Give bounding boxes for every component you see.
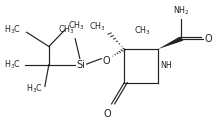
Text: Si: Si bbox=[77, 60, 86, 70]
Text: H$_3$C: H$_3$C bbox=[4, 23, 22, 36]
Text: H$_3$C: H$_3$C bbox=[26, 83, 43, 95]
Text: O: O bbox=[104, 109, 111, 119]
Polygon shape bbox=[158, 37, 183, 49]
Text: H$_3$C: H$_3$C bbox=[4, 58, 22, 71]
Text: CH$_3$: CH$_3$ bbox=[134, 25, 151, 37]
Text: CH$_3$: CH$_3$ bbox=[89, 21, 106, 33]
Text: NH$_2$: NH$_2$ bbox=[173, 4, 190, 17]
Text: O: O bbox=[205, 34, 212, 44]
Text: O: O bbox=[103, 56, 110, 66]
Text: CH$_3$: CH$_3$ bbox=[58, 23, 75, 36]
Text: NH: NH bbox=[160, 61, 172, 70]
Text: CH$_3$: CH$_3$ bbox=[68, 20, 85, 32]
